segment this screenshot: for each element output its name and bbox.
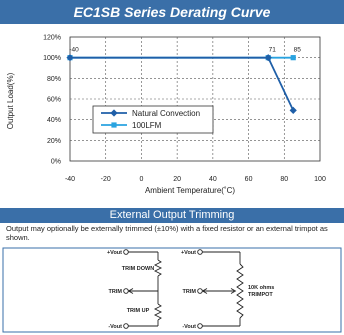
derating-chart: -40 -20 0 20 40 60 80 100 0% 20% 40% 60% 80% 100% 120%…: [6, 35, 326, 196]
x-tick-label: 20: [173, 176, 181, 183]
series-marker: [110, 109, 118, 117]
y-tick-label: 60%: [47, 97, 61, 104]
point-annotation: -40: [69, 47, 79, 54]
chart-grid: [69, 36, 321, 162]
y-tick-label: 20%: [47, 138, 61, 145]
legend-entry: Natural Convection: [132, 109, 200, 118]
point-annotation: 85: [294, 47, 302, 54]
right-trim-label: TRIM: [183, 289, 197, 295]
legend-entry: 100LFM: [132, 121, 162, 130]
legend-box: [92, 105, 214, 134]
series-marker: [290, 55, 296, 61]
x-tick-label: 100: [314, 176, 326, 183]
right-trim-terminal: [197, 288, 203, 294]
x-tick-label: 0: [139, 176, 143, 183]
x-axis-label: Ambient Temperature(˚C): [145, 186, 235, 195]
y-tick-label: 80%: [47, 76, 61, 83]
y-tick-label: 100%: [43, 55, 61, 62]
chart-title-banner: EC1SB Series Derating Curve: [0, 0, 344, 24]
y-tick-label: 120%: [43, 35, 61, 42]
right-vout-plus-label: +Vout: [181, 250, 196, 256]
circuit-frame: [2, 247, 342, 333]
chart-legend: Natural Convection 100LFM: [92, 105, 214, 134]
series-marker: [111, 122, 117, 128]
left-vout-plus-terminal: [123, 249, 129, 255]
y-tick-label: 40%: [47, 117, 61, 124]
series-marker: [289, 106, 297, 114]
right-vout-minus-terminal: [197, 323, 203, 329]
trimming-note: Output may optionally be externally trim…: [6, 224, 328, 242]
trimpot-value-label: 10K ohms: [248, 285, 274, 291]
point-annotation: 71: [269, 47, 277, 54]
right-vout-plus-terminal: [197, 249, 203, 255]
left-vout-minus-label: -Vout: [108, 324, 122, 330]
x-tick-label: 40: [209, 176, 217, 183]
left-vout-plus-label: +Vout: [107, 250, 122, 256]
x-tick-label: -20: [101, 176, 111, 183]
series-line: [70, 56, 295, 111]
x-tick-label: 80: [280, 176, 288, 183]
x-tick-label: -40: [65, 176, 75, 183]
chart-series-layer: [66, 54, 297, 114]
trim-down-label: TRIM DOWN: [122, 266, 154, 272]
x-tick-label: 60: [245, 176, 253, 183]
y-tick-label: 0%: [51, 159, 61, 166]
trimpot-type-label: TRIMPOT: [248, 292, 273, 298]
left-trim-label: TRIM: [109, 289, 123, 295]
trim-up-label: TRIM UP: [127, 308, 150, 314]
right-vout-minus-label: -Vout: [182, 324, 196, 330]
trim-circuit-diagram: +Vout TRIM DOWN TRIM TRIM UP -Vout +Vout…: [2, 247, 342, 333]
trimming-section-title: External Output Trimming: [0, 208, 344, 223]
chart-ticks: -40 -20 0 20 40 60 80 100 0% 20% 40% 60% 80% 100% 120%: [43, 35, 326, 184]
left-vout-minus-terminal: [123, 323, 129, 329]
series-marker: [264, 54, 272, 62]
left-trim-terminal: [123, 288, 129, 294]
series-marker: [66, 54, 74, 62]
chart-annotations: -40 71 85: [69, 47, 301, 54]
y-axis-label: Output Load(%): [6, 72, 15, 129]
